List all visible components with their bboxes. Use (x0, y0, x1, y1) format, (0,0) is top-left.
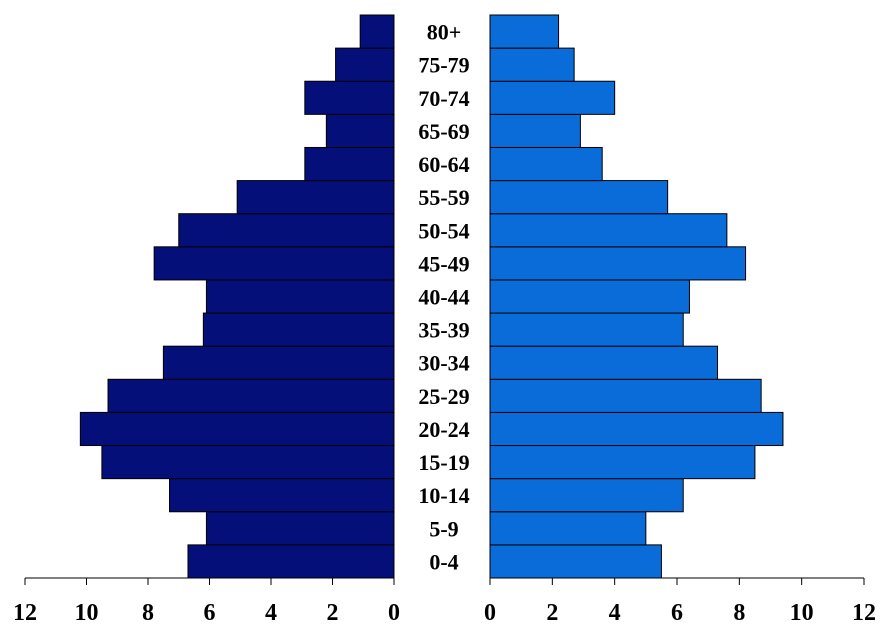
right-tick-label-10: 10 (790, 600, 814, 626)
left-bar-35-39 (202, 312, 395, 347)
left-bar-70-74 (304, 80, 395, 115)
left-bar-0-4 (187, 544, 395, 579)
left-tick-label-10: 10 (75, 600, 99, 626)
left-bar-30-34 (162, 345, 395, 380)
left-tick-label-2: 2 (327, 600, 339, 626)
left-bar-50-54 (178, 213, 395, 248)
age-label-80+: 80+ (427, 20, 462, 45)
left-bar-75-79 (335, 47, 395, 82)
right-bar-30-34 (489, 345, 719, 380)
age-label-15-19: 15-19 (418, 450, 469, 475)
right-bar-5-9 (489, 511, 647, 546)
right-bar-75-79 (489, 47, 575, 82)
left-bar-40-44 (205, 279, 395, 314)
age-label-5-9: 5-9 (429, 516, 458, 541)
left-bar-25-29 (107, 378, 395, 413)
right-tick-label-6: 6 (671, 600, 683, 626)
right-bar-65-69 (489, 113, 581, 148)
left-tick-label-8: 8 (142, 600, 154, 626)
right-bar-0-4 (489, 544, 662, 579)
right-tick-label-2: 2 (546, 600, 558, 626)
left-bar-80+ (359, 14, 395, 49)
right-bar-15-19 (489, 445, 756, 480)
left-bar-5-9 (205, 511, 395, 546)
left-bar-65-69 (325, 113, 395, 148)
age-label-25-29: 25-29 (418, 384, 469, 409)
right-tick-label-0: 0 (484, 600, 496, 626)
age-label-40-44: 40-44 (418, 285, 469, 310)
age-label-10-14: 10-14 (418, 483, 469, 508)
left-bar-60-64 (304, 146, 395, 182)
left-x-axis: 12 10 8 6 4 2 0 (13, 577, 400, 626)
right-bar-40-44 (489, 279, 690, 314)
age-label-45-49: 45-49 (418, 251, 469, 276)
right-bar-55-59 (489, 180, 669, 215)
left-bar-55-59 (236, 180, 395, 215)
right-tick-label-8: 8 (733, 600, 745, 626)
left-bar-45-49 (153, 246, 395, 281)
left-bar-10-14 (169, 478, 395, 513)
age-label-75-79: 75-79 (418, 53, 469, 78)
left-bar-20-24 (79, 411, 395, 447)
left-tick-label-6: 6 (204, 600, 216, 626)
right-tick-label-12: 12 (852, 600, 876, 626)
left-tick-label-0: 0 (388, 600, 400, 626)
age-label-30-34: 30-34 (418, 351, 469, 376)
right-x-axis: 0 2 4 6 8 10 12 (484, 577, 876, 626)
left-bar-15-19 (101, 445, 395, 480)
right-bar-45-49 (489, 246, 747, 281)
age-label-55-59: 55-59 (418, 185, 469, 210)
age-labels-group: 0-4 5-9 10-14 15-19 20-24 25-29 30-34 35-39 40-4… (418, 20, 469, 575)
age-label-35-39: 35-39 (418, 318, 469, 343)
left-tick-label-12: 12 (13, 600, 37, 626)
age-label-60-64: 60-64 (418, 152, 469, 177)
right-bar-10-14 (489, 478, 684, 513)
left-bars-group (79, 14, 395, 579)
age-label-65-69: 65-69 (418, 119, 469, 144)
right-bar-60-64 (489, 146, 603, 182)
right-bar-70-74 (489, 80, 616, 115)
right-tick-label-4: 4 (609, 600, 621, 626)
right-bar-80+ (489, 14, 560, 49)
right-bar-35-39 (489, 312, 684, 347)
age-label-20-24: 20-24 (418, 417, 469, 442)
right-bar-20-24 (489, 411, 784, 447)
age-label-70-74: 70-74 (418, 86, 469, 111)
age-label-50-54: 50-54 (418, 218, 469, 243)
age-label-0-4: 0-4 (429, 549, 458, 574)
right-bars-group (489, 14, 784, 579)
right-bar-25-29 (489, 378, 762, 413)
left-tick-label-4: 4 (265, 600, 277, 626)
right-bar-50-54 (489, 213, 728, 248)
